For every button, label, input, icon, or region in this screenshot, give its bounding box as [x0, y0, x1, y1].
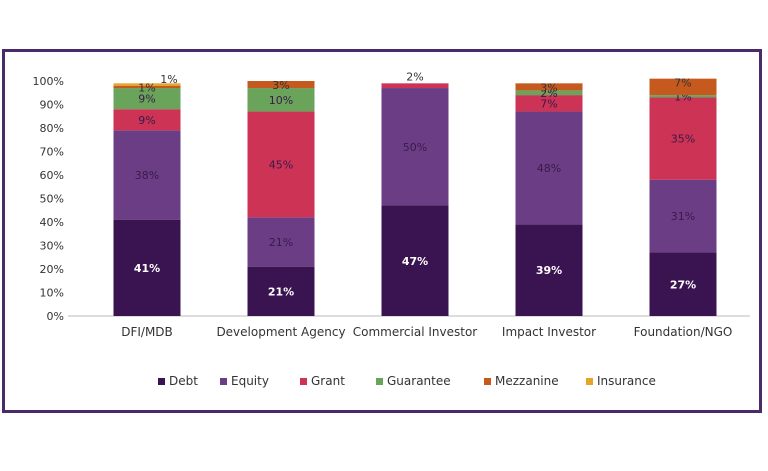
data-label: 31% — [671, 210, 695, 223]
category-label: Impact Investor — [502, 325, 596, 339]
bar-equity-2 — [381, 88, 449, 206]
legend-label: Debt — [169, 374, 198, 388]
data-label: 27% — [670, 278, 696, 291]
y-tick-label: 60% — [40, 169, 64, 182]
y-tick-label: 0% — [47, 310, 64, 323]
bar-equity-0 — [113, 130, 181, 220]
y-tick-label: 50% — [40, 193, 64, 206]
y-tick-label: 70% — [40, 146, 64, 159]
legend-swatch-grant — [300, 378, 307, 385]
category-label: Development Agency — [216, 325, 345, 339]
legend-swatch-mezzanine — [484, 378, 491, 385]
bar-grant-4 — [649, 97, 717, 180]
data-label: 39% — [536, 264, 562, 277]
category-label: DFI/MDB — [121, 325, 173, 339]
bar-mezzanine-4 — [649, 78, 717, 96]
data-label: 7% — [540, 97, 557, 110]
legend-label: Insurance — [597, 374, 656, 388]
bar-guarantee-3 — [515, 90, 583, 96]
y-tick-label: 80% — [40, 122, 64, 135]
bar-grant-0 — [113, 109, 181, 131]
legend-label: Guarantee — [387, 374, 451, 388]
data-label: 2% — [406, 70, 423, 83]
data-label: 21% — [269, 236, 293, 249]
data-label: 3% — [272, 79, 289, 92]
bar-grant-3 — [515, 95, 583, 112]
data-label: 47% — [402, 255, 428, 268]
data-label: 48% — [537, 162, 561, 175]
data-label: 3% — [540, 81, 557, 94]
legend-label: Grant — [311, 374, 345, 388]
bar-mezzanine-0 — [113, 85, 181, 89]
category-label: Commercial Investor — [353, 325, 478, 339]
legend-swatch-equity — [220, 378, 227, 385]
y-tick-label: 30% — [40, 240, 64, 253]
y-tick-label: 10% — [40, 287, 64, 300]
data-label: 10% — [269, 94, 293, 107]
bar-grant-2 — [381, 83, 449, 89]
chart-frame: 0% 10% 20% 30% 40% 50% 60% 70% 80% 90% 100% 41% 38% 9… — [2, 49, 762, 413]
data-label: 45% — [269, 158, 293, 171]
bar-debt-2 — [381, 205, 449, 316]
bar-equity-3 — [515, 111, 583, 225]
bar-debt-0 — [113, 219, 181, 316]
bar-debt-1 — [247, 266, 315, 316]
bar-mezzanine-3 — [515, 83, 583, 91]
data-label: 7% — [674, 77, 691, 90]
bar-equity-1 — [247, 217, 315, 267]
bar-guarantee-1 — [247, 88, 315, 112]
legend-label: Equity — [231, 374, 269, 388]
bar-guarantee-0 — [113, 88, 181, 110]
legend-swatch-guarantee — [376, 378, 383, 385]
y-tick-label: 40% — [40, 216, 64, 229]
data-label: 9% — [138, 93, 155, 106]
data-label: 21% — [268, 285, 294, 298]
y-tick-label: 90% — [40, 99, 64, 112]
y-tick-label: 20% — [40, 263, 64, 276]
data-label: 41% — [134, 262, 160, 275]
legend-swatch-insurance — [586, 378, 593, 385]
category-label: Foundation/NGO — [634, 325, 733, 339]
bar-insurance-0 — [113, 83, 181, 86]
bar-debt-3 — [515, 224, 583, 316]
bar-equity-4 — [649, 179, 717, 253]
bar-debt-4 — [649, 252, 717, 316]
data-label: 35% — [671, 133, 695, 146]
data-label: 1% — [138, 81, 155, 94]
data-label: 1% — [160, 73, 177, 86]
data-label: 38% — [135, 169, 159, 182]
bar-guarantee-4 — [649, 95, 717, 98]
legend-swatch-debt — [158, 378, 165, 385]
stacked-bar-chart: 0% 10% 20% 30% 40% 50% 60% 70% 80% 90% 100% 41% 38% 9… — [33, 70, 750, 388]
data-label: 50% — [403, 141, 427, 154]
legend-label: Mezzanine — [495, 374, 559, 388]
data-label: 9% — [138, 114, 155, 127]
bar-grant-1 — [247, 111, 315, 218]
y-tick-label: 100% — [33, 75, 64, 88]
bar-mezzanine-1 — [247, 81, 315, 89]
